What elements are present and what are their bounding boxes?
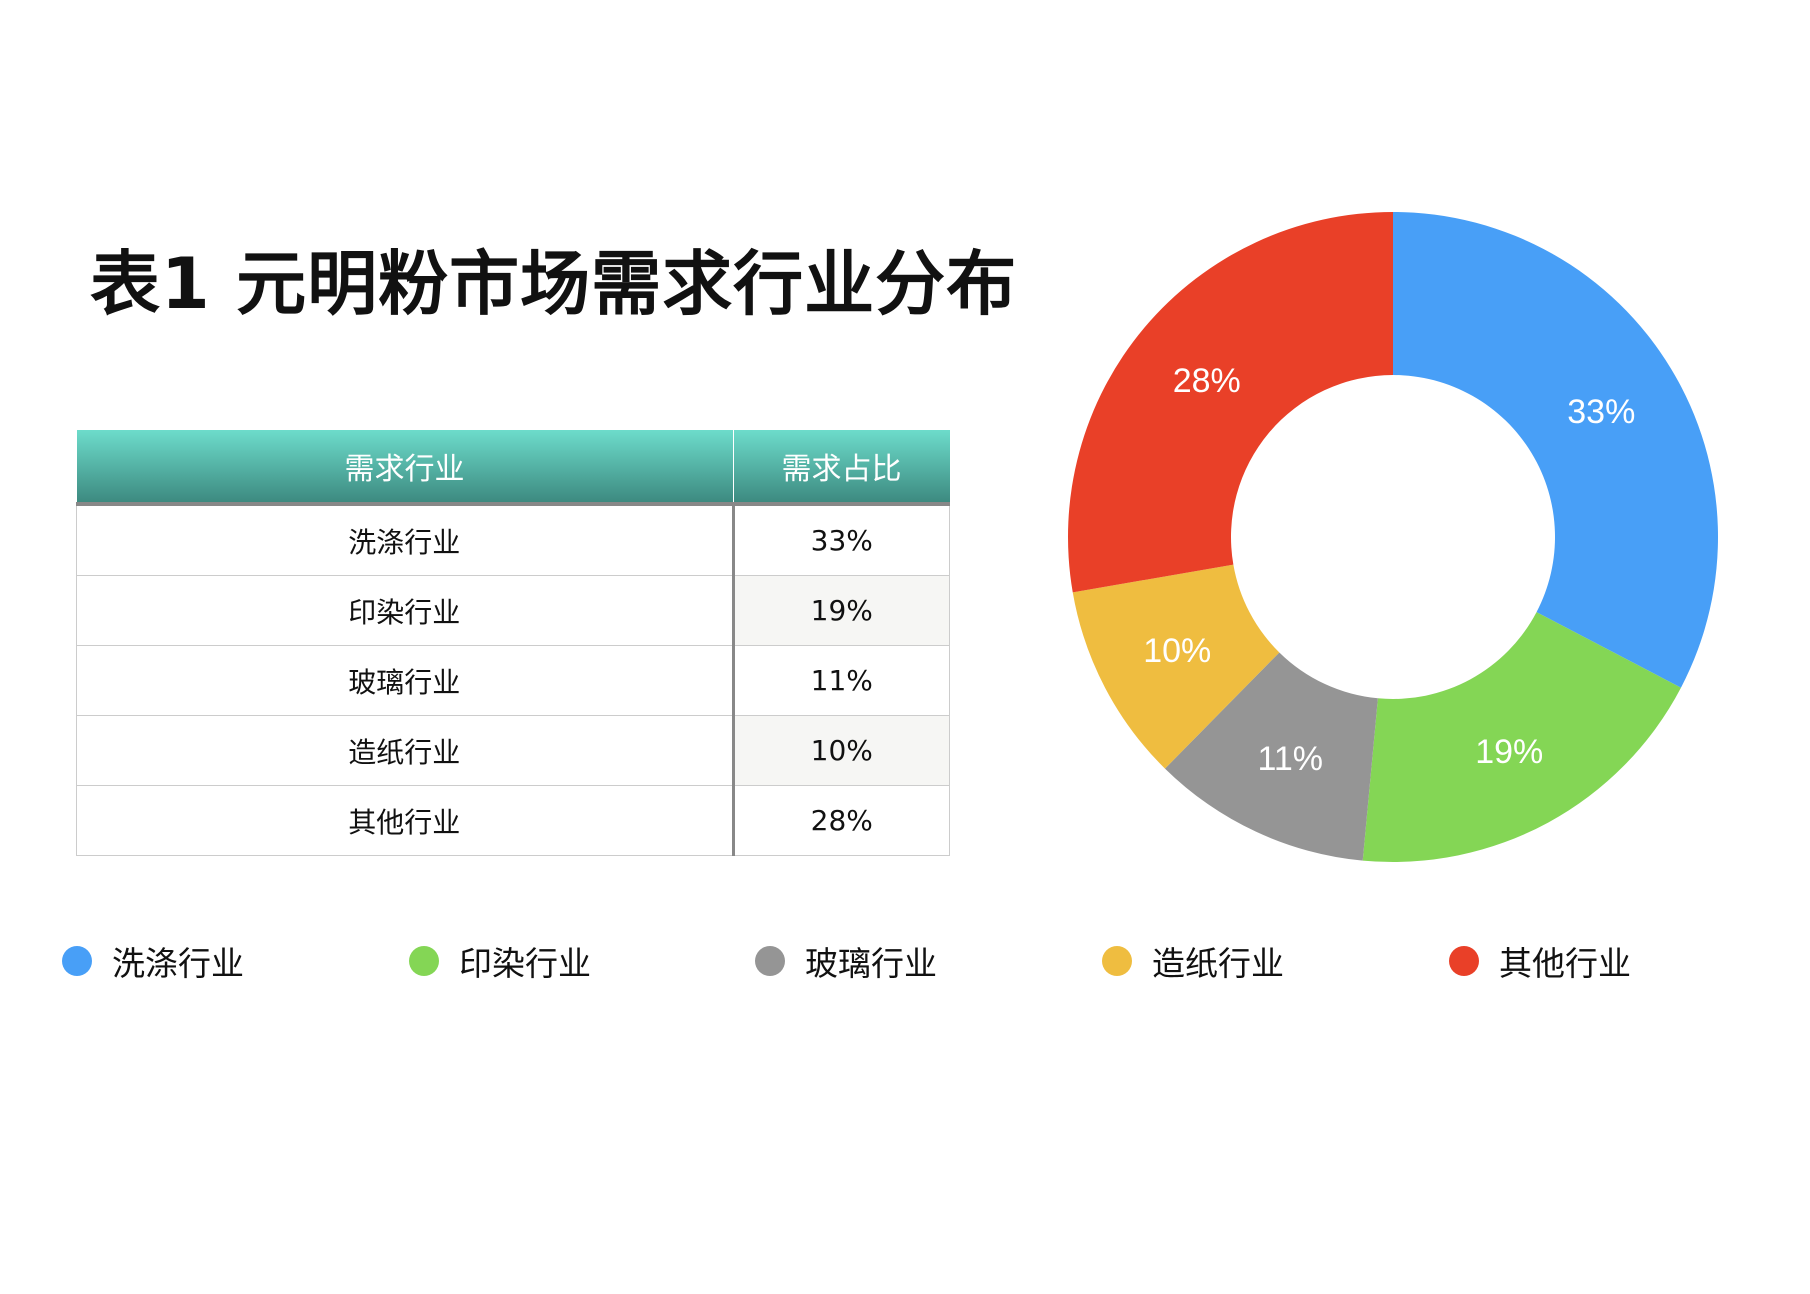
legend-dot-icon — [755, 946, 785, 976]
legend-item: 其他行业 — [1449, 938, 1631, 984]
legend-item: 洗涤行业 — [62, 938, 244, 984]
slice-0 — [1393, 212, 1718, 688]
legend-label: 印染行业 — [459, 944, 591, 983]
slice-1 — [1362, 612, 1681, 863]
slice-label: 33% — [1567, 393, 1635, 431]
data-table: 需求行业 需求占比 洗涤行业 33% 印染行业 19% 玻璃行业 11% 造纸行业 10% 其他… — [76, 430, 950, 856]
legend-dot-icon — [62, 946, 92, 976]
table-header-row: 需求行业 需求占比 — [76, 430, 950, 506]
legend-dot-icon — [409, 946, 439, 976]
industry-cell: 造纸行业 — [76, 715, 735, 786]
slice-2 — [1164, 652, 1378, 861]
legend-dot-icon — [1449, 946, 1479, 976]
legend-label: 造纸行业 — [1152, 944, 1284, 983]
legend-item: 造纸行业 — [1102, 938, 1284, 984]
legend-item: 印染行业 — [409, 938, 591, 984]
share-cell: 19% — [732, 575, 950, 646]
table-row: 玻璃行业 11% — [76, 645, 950, 716]
slice-4 — [1068, 212, 1393, 593]
industry-cell: 印染行业 — [76, 575, 735, 646]
table-row: 其他行业 28% — [76, 785, 950, 856]
share-cell: 28% — [732, 785, 950, 856]
table-row: 造纸行业 10% — [76, 715, 950, 786]
page-title: 表1 元明粉市场需求行业分布 — [90, 243, 1018, 325]
share-cell: 10% — [732, 715, 950, 786]
industry-cell: 其他行业 — [76, 785, 735, 856]
legend-dot-icon — [1102, 946, 1132, 976]
legend-label: 玻璃行业 — [805, 944, 937, 983]
slice-label: 19% — [1475, 733, 1543, 771]
slice-label: 10% — [1143, 632, 1211, 670]
share-cell: 11% — [732, 645, 950, 716]
slice-label: 11% — [1258, 740, 1324, 778]
header-industry: 需求行业 — [76, 430, 734, 506]
slice-3 — [1072, 564, 1280, 769]
slice-label: 28% — [1173, 362, 1241, 400]
legend-label: 其他行业 — [1499, 944, 1631, 983]
header-share: 需求占比 — [733, 430, 950, 506]
table-row: 印染行业 19% — [76, 575, 950, 646]
legend-item: 玻璃行业 — [755, 938, 937, 984]
industry-cell: 玻璃行业 — [76, 645, 735, 716]
legend-label: 洗涤行业 — [112, 944, 244, 983]
